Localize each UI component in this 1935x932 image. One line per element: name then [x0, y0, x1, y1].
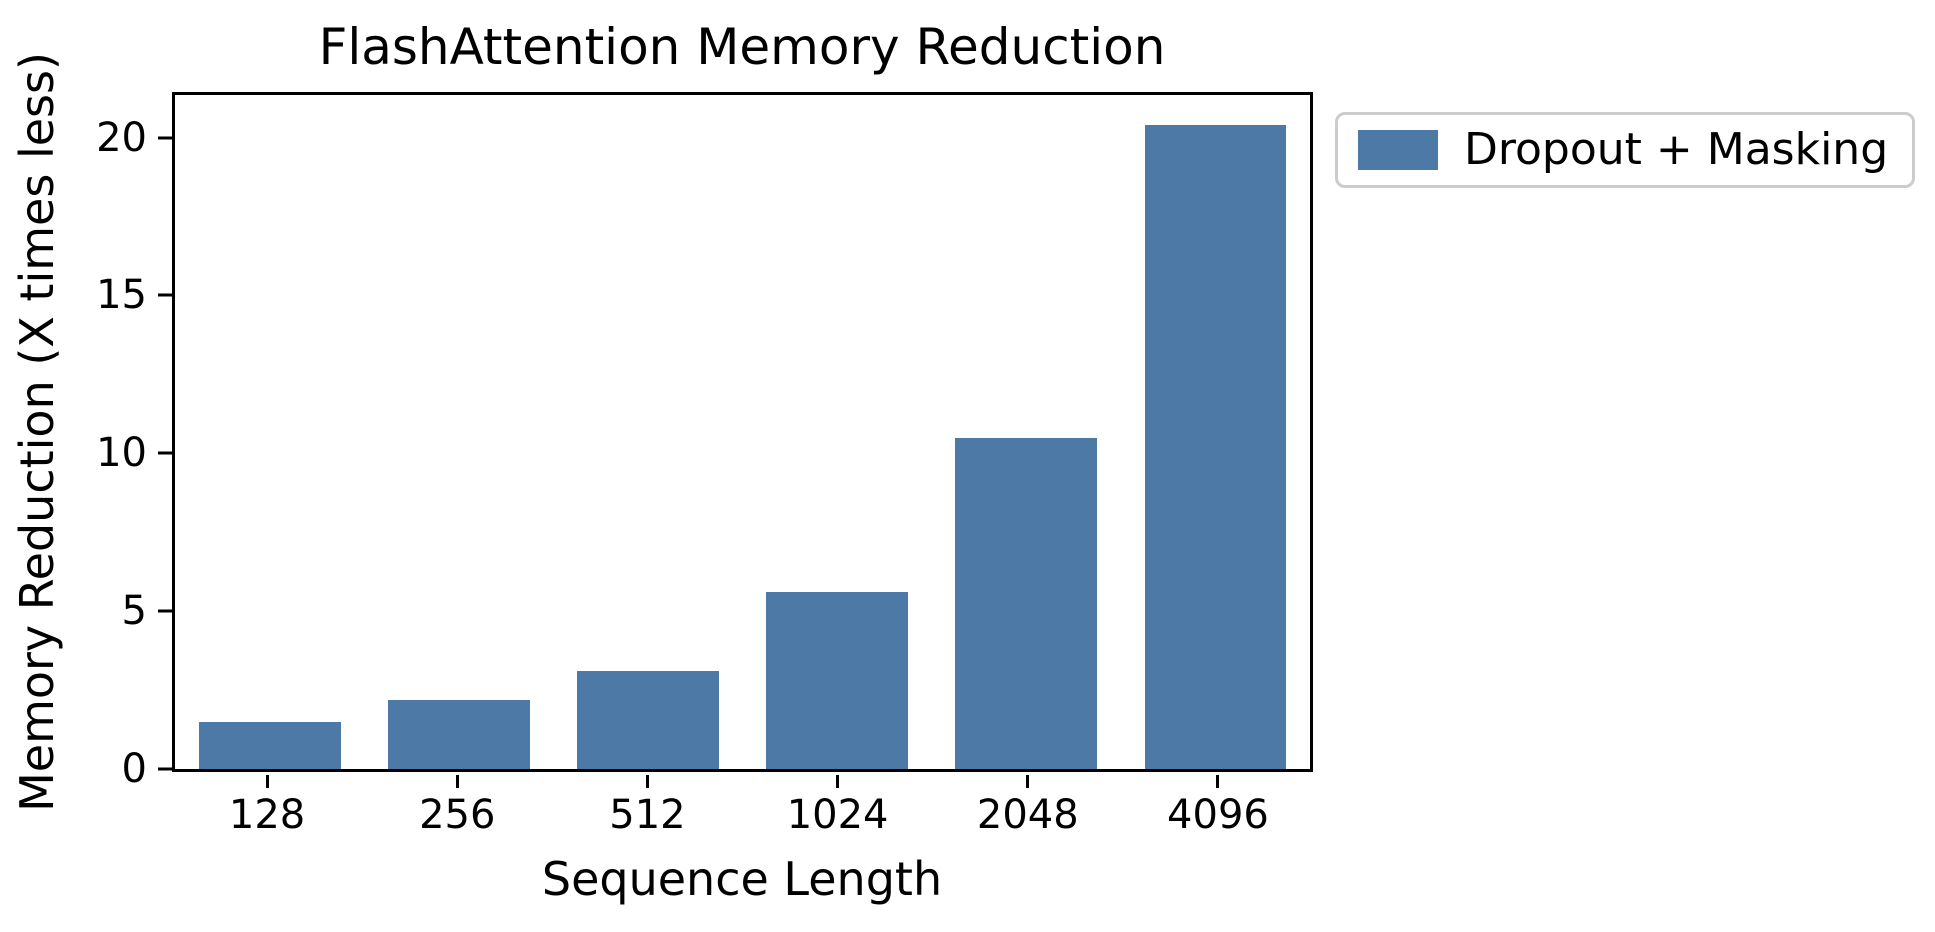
x-tick-label-512: 512 [609, 792, 686, 838]
bar-slot-512 [553, 95, 742, 769]
bar-slot-1024 [743, 95, 932, 769]
bar-slot-2048 [932, 95, 1121, 769]
bar-slot-4096 [1121, 95, 1310, 769]
x-tick-128: 128 [172, 775, 362, 835]
bar-slot-256 [364, 95, 553, 769]
y-tick-label-10: 10 [96, 430, 147, 477]
bar-1024 [766, 592, 909, 769]
y-tick-label-5: 5 [121, 588, 147, 635]
x-tick-label-4096: 4096 [1167, 792, 1269, 838]
x-tick-mark-512 [645, 775, 649, 788]
x-tick-512: 512 [552, 775, 742, 835]
y-tick-label-20: 20 [96, 114, 147, 161]
y-tick-mark-5 [158, 609, 172, 613]
y-axis-label: Memory Reduction (X times less) [10, 52, 64, 812]
x-tick-1024: 1024 [743, 775, 933, 835]
bar-4096 [1144, 125, 1287, 769]
legend-label: Dropout + Masking [1464, 124, 1889, 175]
x-tick-label-256: 256 [419, 792, 496, 838]
bar-2048 [955, 437, 1098, 769]
x-tick-mark-1024 [836, 775, 840, 788]
y-tick-label-0: 0 [121, 746, 147, 792]
bar-128 [198, 721, 341, 769]
y-tick-mark-10 [158, 451, 172, 455]
y-tick-label-15: 15 [96, 272, 147, 319]
bar-slot-128 [175, 95, 364, 769]
x-tick-2048: 2048 [933, 775, 1123, 835]
x-tick-4096: 4096 [1123, 775, 1313, 835]
bar-512 [576, 671, 719, 769]
y-tick-mark-15 [158, 293, 172, 297]
chart-title: FlashAttention Memory Reduction [318, 18, 1166, 76]
y-tick-mark-0 [158, 767, 172, 771]
x-axis-ticks: 128 256 512 1024 2048 4096 [172, 775, 1313, 835]
x-tick-mark-128 [265, 775, 269, 788]
bar-256 [387, 699, 530, 769]
x-tick-mark-2048 [1026, 775, 1030, 788]
y-tick-mark-20 [158, 136, 172, 140]
x-tick-label-128: 128 [228, 792, 306, 838]
bars-container [175, 95, 1310, 769]
x-tick-mark-256 [455, 775, 459, 788]
x-tick-label-2048: 2048 [976, 792, 1079, 838]
x-axis-label: Sequence Length [541, 852, 943, 906]
plot-area: 0 5 10 15 20 [96, 92, 1313, 789]
x-tick-mark-4096 [1216, 775, 1220, 788]
x-tick-256: 256 [362, 775, 552, 835]
legend: Dropout + Masking [1335, 112, 1916, 188]
x-tick-label-1024: 1024 [786, 792, 889, 838]
legend-swatch-icon [1358, 130, 1438, 170]
